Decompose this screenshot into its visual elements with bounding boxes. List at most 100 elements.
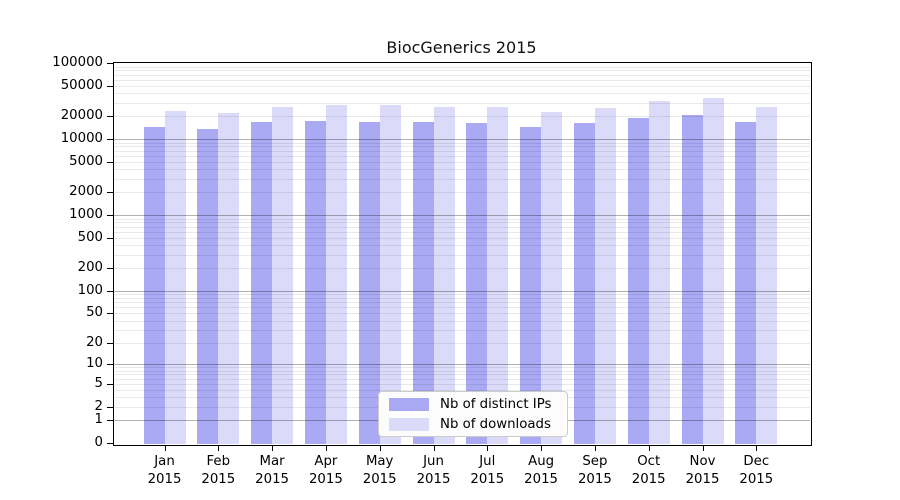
y-tick-mark <box>107 420 113 422</box>
chart-title: BiocGenerics 2015 <box>386 38 537 57</box>
y-tick-mark <box>107 406 113 408</box>
gridline-minor <box>114 231 810 233</box>
gridline-minor <box>114 142 810 144</box>
x-tick-label-year: 2015 <box>470 472 505 487</box>
gridline-minor <box>114 178 810 180</box>
gridline-minor <box>114 70 810 72</box>
x-tick-label: May 2015 <box>350 453 410 489</box>
bar-downloads <box>541 111 563 444</box>
bar-downloads <box>594 107 616 444</box>
gridline-minor <box>114 102 810 104</box>
gridline-minor <box>114 302 810 304</box>
gridline-minor <box>114 313 810 315</box>
y-tick-label: 20000 <box>60 108 103 124</box>
gridline-minor <box>114 254 810 256</box>
bar-downloads <box>164 111 186 444</box>
bar-ips <box>681 115 703 444</box>
y-tick-label: 10000 <box>60 131 103 147</box>
x-tick-mark <box>325 445 327 451</box>
x-tick-label: Mar 2015 <box>242 453 302 489</box>
x-tick-label-year: 2015 <box>416 472 451 487</box>
bar-downloads <box>487 106 509 444</box>
gridline-minor <box>114 268 810 269</box>
bar-ips <box>466 123 488 444</box>
y-tick-mark <box>107 342 113 344</box>
x-tick-label-year: 2015 <box>362 472 397 487</box>
gridline-minor <box>114 389 810 391</box>
bar-ips <box>412 122 434 444</box>
bar-ips <box>520 127 542 444</box>
x-tick-label: Jan 2015 <box>135 453 195 489</box>
x-tick-label-year: 2015 <box>147 472 182 487</box>
legend-swatch-downloads <box>389 417 429 431</box>
x-tick-label-year: 2015 <box>308 472 343 487</box>
x-tick-label-year: 2015 <box>685 472 720 487</box>
x-tick-label-month: Nov <box>689 454 716 469</box>
x-tick-label-month: Oct <box>637 454 661 469</box>
y-tick-label: 2 <box>94 398 103 414</box>
x-tick-label: Sep 2015 <box>565 453 625 489</box>
bar-downloads <box>756 107 778 444</box>
bar-downloads <box>325 105 347 444</box>
x-tick-label-year: 2015 <box>255 472 290 487</box>
x-tick-label: Apr 2015 <box>296 453 356 489</box>
gridline-major <box>114 215 810 216</box>
gridline-minor <box>114 66 810 68</box>
bar-ips <box>627 118 649 444</box>
y-tick-label: 1000 <box>69 207 103 222</box>
gridline-minor <box>114 218 810 220</box>
legend-label: Nb of downloads <box>440 416 551 432</box>
gridline-major <box>114 363 810 365</box>
gridline-minor <box>114 93 810 95</box>
bar-ips <box>197 129 219 444</box>
x-tick-label: Aug 2015 <box>511 453 571 489</box>
x-tick-label-month: Mar <box>259 454 285 469</box>
x-tick-label-month: Feb <box>206 454 231 469</box>
y-tick-label: 5000 <box>69 153 103 169</box>
gridline-minor <box>114 146 810 148</box>
x-tick-label-year: 2015 <box>631 472 666 487</box>
legend-row: Nb of downloads <box>389 417 557 432</box>
x-tick-label-month: Sep <box>582 454 608 469</box>
bar-downloads <box>433 106 455 444</box>
gridline-minor <box>114 237 810 239</box>
y-tick-label: 50000 <box>60 77 103 93</box>
x-tick-mark <box>702 445 704 451</box>
y-tick-mark <box>107 85 113 87</box>
x-tick-mark <box>648 445 650 451</box>
y-tick-mark <box>107 443 113 444</box>
gridline-minor <box>114 320 810 322</box>
gridline-minor <box>114 116 810 118</box>
bar-ips <box>304 120 326 444</box>
y-tick-mark <box>107 290 113 292</box>
y-tick-mark <box>107 63 113 65</box>
gridline-minor <box>114 378 810 380</box>
y-tick-mark <box>107 139 113 141</box>
gridline-minor <box>114 370 810 372</box>
x-tick-label: Jun 2015 <box>404 453 464 489</box>
gridline-minor <box>114 85 810 87</box>
x-tick-mark <box>433 445 435 451</box>
gridline-minor <box>114 169 810 171</box>
y-tick-mark <box>107 161 113 163</box>
x-tick-mark <box>487 445 489 451</box>
x-tick-label-year: 2015 <box>739 472 774 487</box>
x-tick-label-year: 2015 <box>201 472 236 487</box>
x-tick-mark <box>594 445 596 451</box>
bar-ips <box>573 123 595 444</box>
gridline-minor <box>114 298 810 299</box>
x-tick-mark <box>379 445 381 451</box>
gridline-minor <box>114 307 810 309</box>
x-tick-label-month: Apr <box>314 454 338 469</box>
bar-downloads <box>272 106 294 444</box>
bar-ips <box>735 121 757 444</box>
gridline-minor <box>114 150 810 152</box>
gridline-minor <box>114 342 810 344</box>
gridline-minor <box>114 383 810 385</box>
y-tick-label: 1 <box>94 412 103 428</box>
gridline-minor <box>114 222 810 224</box>
gridline-minor <box>114 226 810 228</box>
bar-ips <box>251 121 273 444</box>
x-tick-label-month: Jul <box>479 454 496 469</box>
gridline-minor <box>114 374 810 376</box>
